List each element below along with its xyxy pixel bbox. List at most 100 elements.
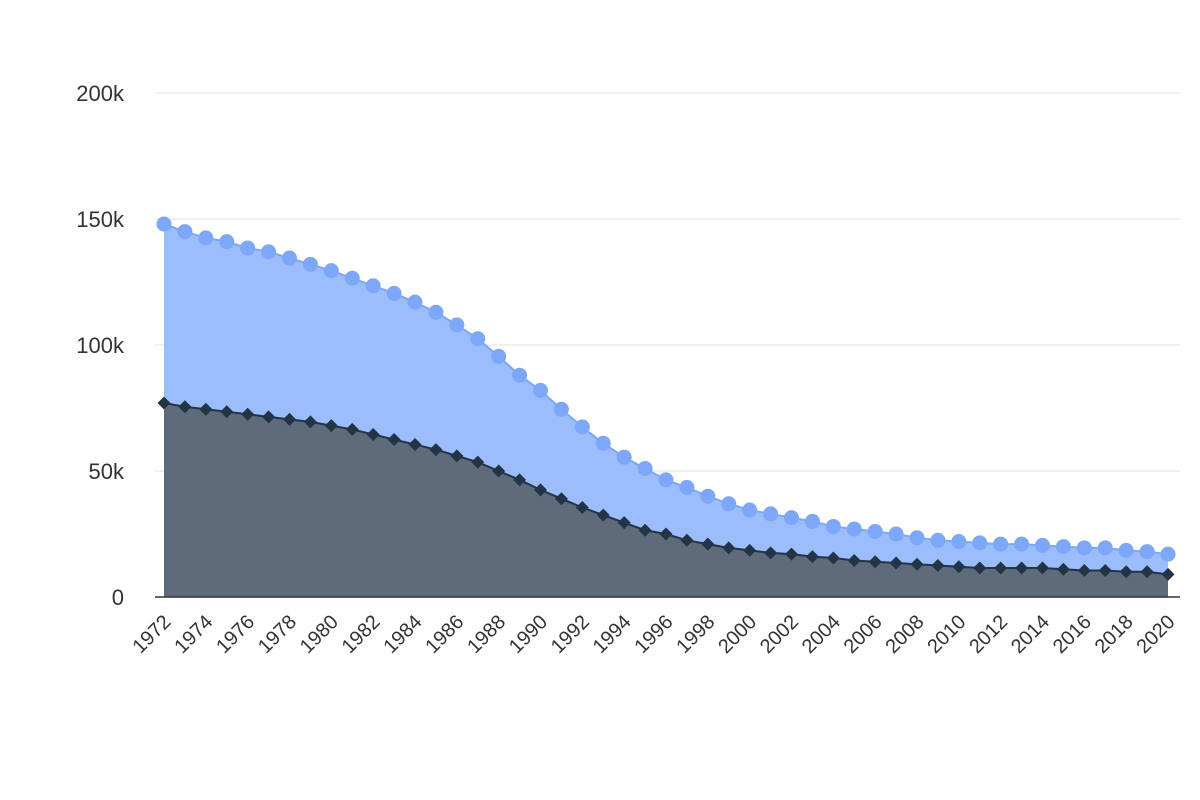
series-0-point[interactable]: [993, 536, 1009, 552]
series-1-point[interactable]: [492, 464, 506, 478]
series-1-point[interactable]: [1036, 561, 1049, 575]
series-0-point[interactable]: [302, 256, 318, 272]
series-0-point[interactable]: [156, 216, 172, 232]
series-1-point[interactable]: [659, 527, 673, 541]
series-0-point[interactable]: [553, 401, 569, 417]
series-0-point[interactable]: [344, 270, 360, 286]
series-0-point[interactable]: [1160, 546, 1176, 562]
series-1-point[interactable]: [994, 561, 1008, 575]
series-1-point[interactable]: [241, 407, 255, 421]
series-0-point[interactable]: [1076, 540, 1092, 556]
series-0-point[interactable]: [470, 331, 486, 347]
series-0-point[interactable]: [637, 460, 653, 476]
series-0-point[interactable]: [365, 278, 381, 294]
series-1-point[interactable]: [847, 553, 861, 567]
series-1-point[interactable]: [303, 415, 317, 429]
x-tick-label: 1990: [505, 611, 552, 658]
series-1-point[interactable]: [638, 523, 652, 537]
series-1-point[interactable]: [973, 561, 987, 575]
series-0-point[interactable]: [784, 510, 799, 526]
series-1-point[interactable]: [910, 557, 924, 571]
series-1-point[interactable]: [1056, 562, 1070, 576]
series-1-point[interactable]: [157, 396, 171, 410]
series-1-point[interactable]: [596, 508, 610, 522]
series-1-point[interactable]: [785, 547, 798, 561]
series-1-point[interactable]: [408, 438, 422, 452]
series-1-point[interactable]: [1140, 565, 1154, 579]
series-0-point[interactable]: [512, 367, 528, 383]
series-1-point[interactable]: [220, 405, 234, 419]
series-0-point[interactable]: [533, 382, 548, 398]
series-0-point[interactable]: [386, 285, 402, 301]
series-0-point[interactable]: [888, 526, 904, 542]
series-0-point[interactable]: [846, 521, 862, 537]
series-0-point[interactable]: [1055, 539, 1071, 555]
series-0-point[interactable]: [491, 348, 507, 364]
series-1-point[interactable]: [387, 433, 401, 446]
series-0-point[interactable]: [616, 449, 632, 465]
series-0-point[interactable]: [763, 506, 779, 522]
series-0-point[interactable]: [282, 250, 297, 266]
series-0-point[interactable]: [1097, 540, 1113, 556]
series-0-point[interactable]: [1118, 542, 1134, 558]
x-tick-label: 1986: [421, 611, 468, 658]
series-0-point[interactable]: [1014, 536, 1030, 552]
series-0-point[interactable]: [1139, 544, 1155, 560]
series-0-point[interactable]: [323, 263, 339, 279]
series-0-point[interactable]: [804, 513, 820, 529]
series-1-point[interactable]: [617, 516, 631, 530]
series-1-point[interactable]: [513, 473, 527, 487]
series-1-point[interactable]: [262, 410, 276, 424]
series-0-point[interactable]: [658, 472, 674, 488]
series-1-point[interactable]: [471, 455, 485, 469]
series-0-point[interactable]: [742, 502, 758, 518]
series-0-point[interactable]: [574, 419, 590, 435]
series-1-point[interactable]: [450, 449, 464, 463]
series-1-point[interactable]: [701, 537, 715, 551]
series-1-point[interactable]: [429, 443, 443, 457]
series-1-point[interactable]: [324, 419, 338, 433]
series-0-point[interactable]: [700, 488, 716, 504]
series-1-point[interactable]: [805, 550, 819, 564]
series-0-point[interactable]: [930, 532, 946, 548]
series-0-point[interactable]: [428, 304, 444, 320]
series-0-point[interactable]: [177, 224, 193, 240]
series-1-point[interactable]: [952, 560, 966, 574]
series-1-point[interactable]: [178, 400, 192, 414]
series-0-point[interactable]: [1035, 537, 1050, 553]
series-1-point[interactable]: [826, 551, 840, 565]
series-1-point[interactable]: [1161, 567, 1175, 581]
series-0-point[interactable]: [449, 317, 465, 333]
series-1-point[interactable]: [345, 422, 359, 436]
series-0-point[interactable]: [219, 234, 235, 250]
series-0-point[interactable]: [951, 534, 967, 550]
series-1-point[interactable]: [1015, 561, 1029, 575]
series-0-point[interactable]: [825, 518, 841, 534]
series-1-point[interactable]: [931, 559, 945, 572]
series-1-point[interactable]: [868, 555, 882, 569]
series-1-point[interactable]: [1098, 564, 1112, 578]
series-0-point[interactable]: [198, 230, 214, 246]
series-1-point[interactable]: [534, 483, 547, 497]
series-0-point[interactable]: [972, 535, 988, 551]
series-1-point[interactable]: [764, 546, 778, 560]
series-1-point[interactable]: [1119, 565, 1133, 579]
series-1-point[interactable]: [1077, 564, 1091, 578]
series-0-point[interactable]: [261, 244, 277, 260]
series-1-point[interactable]: [283, 412, 296, 426]
series-0-point[interactable]: [909, 530, 925, 546]
series-1-point[interactable]: [575, 501, 589, 515]
series-1-point[interactable]: [722, 541, 736, 555]
series-1-point[interactable]: [199, 402, 213, 416]
series-0-point[interactable]: [407, 294, 423, 310]
series-1-point[interactable]: [554, 492, 568, 506]
series-0-point[interactable]: [867, 523, 883, 539]
series-0-point[interactable]: [679, 479, 695, 495]
series-1-point[interactable]: [889, 556, 903, 570]
series-0-point[interactable]: [595, 435, 611, 451]
series-1-point[interactable]: [743, 543, 757, 557]
series-0-point[interactable]: [721, 496, 737, 512]
series-0-point[interactable]: [240, 240, 256, 256]
series-1-point[interactable]: [680, 533, 694, 547]
series-1-point[interactable]: [366, 427, 380, 441]
